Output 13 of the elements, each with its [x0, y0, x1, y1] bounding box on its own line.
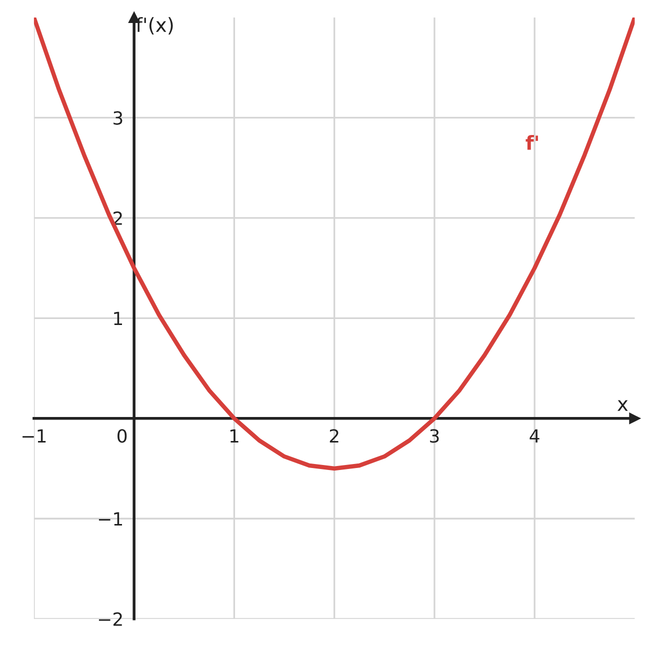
y-tick-label: 1: [114, 312, 122, 326]
y-axis-title: f'(x): [136, 17, 173, 34]
x-tick-label: 2: [330, 429, 338, 443]
y-tick-label: −1: [98, 512, 122, 526]
x-tick-label: 0: [118, 429, 127, 443]
x-tick-label: 4: [530, 429, 540, 443]
x-tick-label: 3: [430, 429, 439, 443]
x-axis-title: x: [618, 400, 628, 411]
x-tick-label: −1: [22, 429, 46, 443]
x-tick-label: 1: [230, 429, 238, 443]
y-tick-label: −2: [98, 612, 122, 626]
text: f': [526, 135, 538, 150]
y-tick-label: 3: [114, 111, 122, 125]
